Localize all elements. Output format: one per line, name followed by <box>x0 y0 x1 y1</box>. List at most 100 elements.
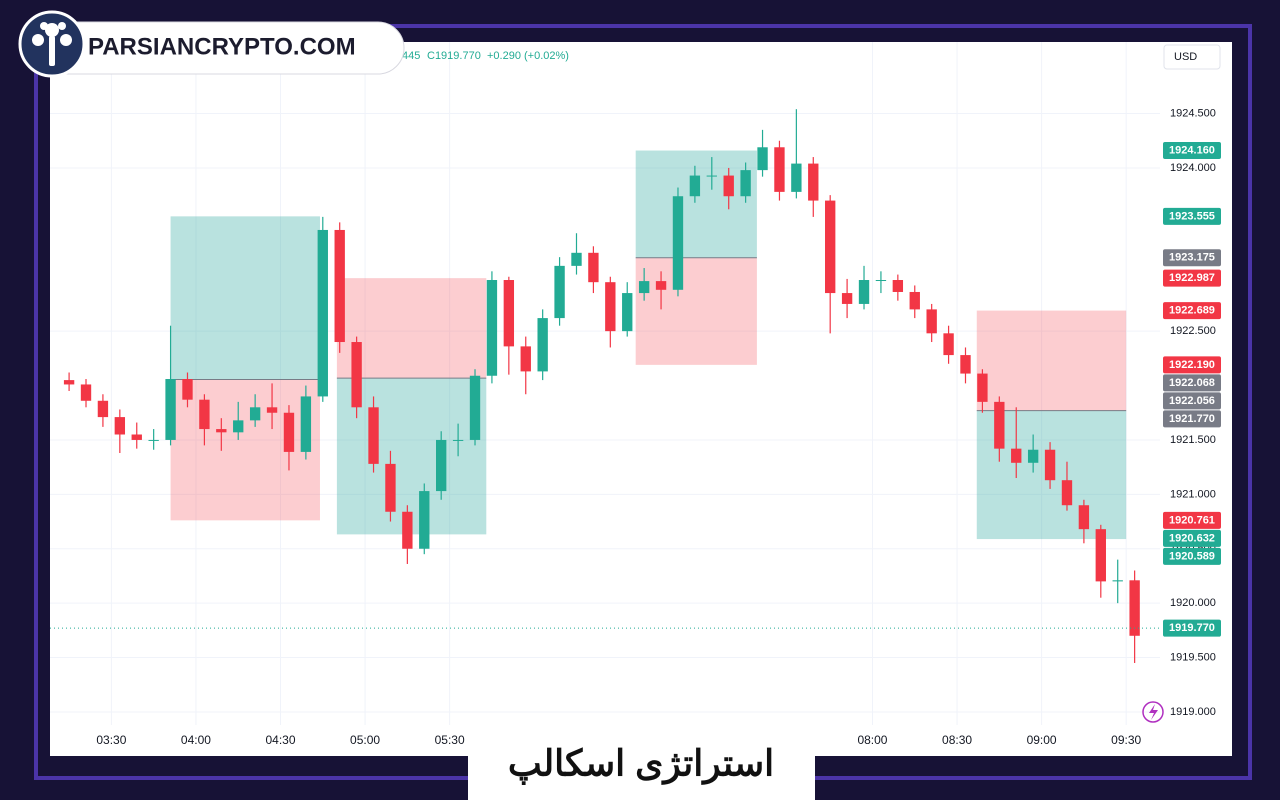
candle-body <box>875 280 887 282</box>
price-badge <box>1163 529 1221 547</box>
candle-body <box>182 379 193 400</box>
currency: USD <box>1174 51 1197 63</box>
candle-body <box>1129 580 1140 636</box>
candle-body <box>791 163 802 192</box>
candle-body <box>80 384 92 401</box>
price-badge <box>1163 142 1221 160</box>
candle-body <box>131 434 142 440</box>
candle-body <box>300 396 312 452</box>
y-tick-label: 1921.500 <box>1170 434 1216 446</box>
candle-body <box>452 439 464 441</box>
candle-body <box>63 380 75 385</box>
candle-body <box>503 280 515 347</box>
candle-body <box>638 281 650 294</box>
candle-body <box>706 175 717 177</box>
price-badge <box>1163 392 1221 410</box>
candle-body <box>266 407 278 413</box>
candle-body <box>216 429 227 433</box>
candle-body <box>1095 529 1106 582</box>
x-tick-label: 04:00 <box>181 733 211 747</box>
candle-body <box>841 293 853 304</box>
lightning-bolt <box>1149 704 1158 720</box>
y-tick-label: 1922.500 <box>1170 325 1216 337</box>
price-badge <box>1163 511 1221 529</box>
candle-body <box>1061 480 1073 506</box>
profit-zone <box>170 216 320 380</box>
x-tick-label: 09:30 <box>1111 733 1141 747</box>
price-badge <box>1163 356 1221 374</box>
x-tick-label: 05:00 <box>350 733 380 747</box>
candle-body <box>1044 449 1056 481</box>
candle-body <box>622 293 633 332</box>
brand-name: PARSIANCRYPTO.COM <box>88 33 356 60</box>
stop-zone <box>635 257 757 365</box>
candle-body <box>537 318 548 372</box>
candle-body <box>469 375 481 440</box>
price-badge-label: 1922.987 <box>1169 272 1215 284</box>
candle-body <box>960 355 971 374</box>
candle-body <box>723 175 734 197</box>
price-badge-label: 1920.589 <box>1169 550 1215 562</box>
candle-body <box>368 407 379 464</box>
y-tick-label: 1924.500 <box>1170 107 1216 119</box>
x-tick-label: 03:30 <box>96 733 126 747</box>
candle-body <box>233 420 244 433</box>
banner-title: استراتژی اسکالپ <box>508 743 774 786</box>
candle-body <box>926 309 937 334</box>
candle-body <box>385 463 396 512</box>
stop-zone <box>170 379 320 521</box>
candle-body <box>774 147 785 192</box>
candle-body <box>402 511 413 549</box>
candle-body <box>757 147 768 171</box>
price-badge <box>1163 374 1221 392</box>
price-badge-label: 1923.175 <box>1169 252 1215 264</box>
price-badge-label: 1920.761 <box>1169 514 1215 526</box>
candle-body <box>994 401 1005 449</box>
brand-tree <box>32 22 72 66</box>
candle-body <box>1011 448 1022 463</box>
price-badge-label: 1922.068 <box>1169 377 1215 389</box>
x-tick-label: 08:30 <box>942 733 972 747</box>
price-badge-label: 1922.689 <box>1169 304 1215 316</box>
candle-body <box>740 170 751 197</box>
price-badge-label: 1923.555 <box>1169 210 1215 222</box>
candle-body <box>571 252 582 266</box>
candle-body <box>588 252 599 283</box>
candle-body <box>199 399 210 430</box>
price-badge <box>1163 619 1221 637</box>
candle-body <box>436 439 447 492</box>
chart-panel <box>50 42 1232 756</box>
price-badge-label: 1924.160 <box>1169 144 1215 156</box>
header-change: +0.290 (+0.02%) <box>487 50 569 62</box>
profit-zone <box>635 150 757 258</box>
candle-body <box>283 412 295 452</box>
y-tick-label: 1919.000 <box>1170 706 1216 718</box>
candle-body <box>419 491 430 549</box>
candle-body <box>520 346 531 372</box>
candle-body <box>672 196 684 290</box>
candle-body <box>97 400 109 418</box>
candle-body <box>825 200 836 294</box>
x-tick-label: 04:30 <box>265 733 295 747</box>
price-badge <box>1163 249 1221 267</box>
candle-body <box>351 342 362 408</box>
candle-body <box>114 417 126 435</box>
banner-box <box>468 730 815 800</box>
candle-body <box>317 229 328 397</box>
stop-zone <box>976 310 1127 411</box>
price-badge-label: 1922.190 <box>1169 359 1215 371</box>
y-tick-label: 1921.000 <box>1170 488 1216 500</box>
candle-body <box>554 265 565 319</box>
lightning-icon <box>1142 701 1164 723</box>
candle-body <box>1078 505 1090 530</box>
candle-body <box>334 229 345 343</box>
x-tick-label: 09:00 <box>1027 733 1057 747</box>
plot: 1924.500 1924.000 1922.500 1921.500 1921.000… <box>50 42 1221 747</box>
candle-body <box>858 280 870 304</box>
candle-body <box>977 373 988 402</box>
currency-box <box>1163 44 1221 70</box>
candle-body <box>486 280 498 376</box>
price-badge <box>1163 207 1221 225</box>
candle-body <box>689 175 701 197</box>
